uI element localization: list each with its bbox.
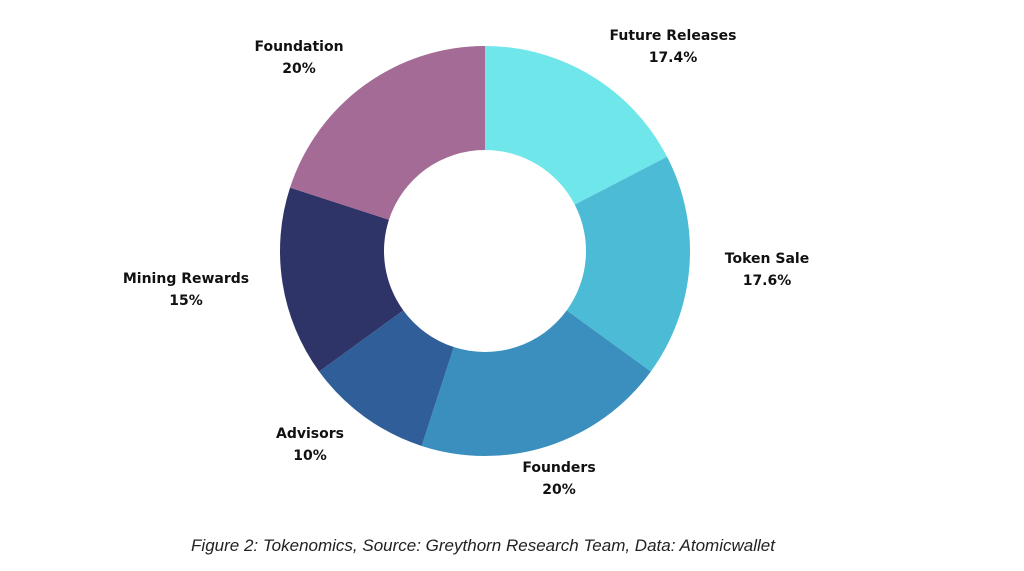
slice-name-label: Foundation [254,39,343,55]
slice-name-label: Advisors [276,426,344,442]
slice-name-label: Token Sale [725,251,809,267]
slice-value-label: 20% [282,61,316,77]
slice-name-label: Founders [522,460,595,476]
slice-value-label: 10% [293,448,327,464]
figure-caption: Figure 2: Tokenomics, Source: Greythorn … [191,536,775,555]
slice-value-label: 20% [542,482,576,498]
slice-token-sale [566,156,690,372]
slice-advisors [319,310,454,446]
slice-foundation [290,46,485,220]
slice-founders [421,310,651,456]
slice-value-label: 17.6% [743,273,792,289]
slice-name-label: Mining Rewards [123,271,249,287]
slice-name-label: Future Releases [610,28,737,44]
slice-value-label: 17.4% [649,50,698,66]
slice-mining-rewards [280,187,404,372]
slice-future-releases [485,46,668,205]
slice-value-label: 15% [169,293,203,309]
